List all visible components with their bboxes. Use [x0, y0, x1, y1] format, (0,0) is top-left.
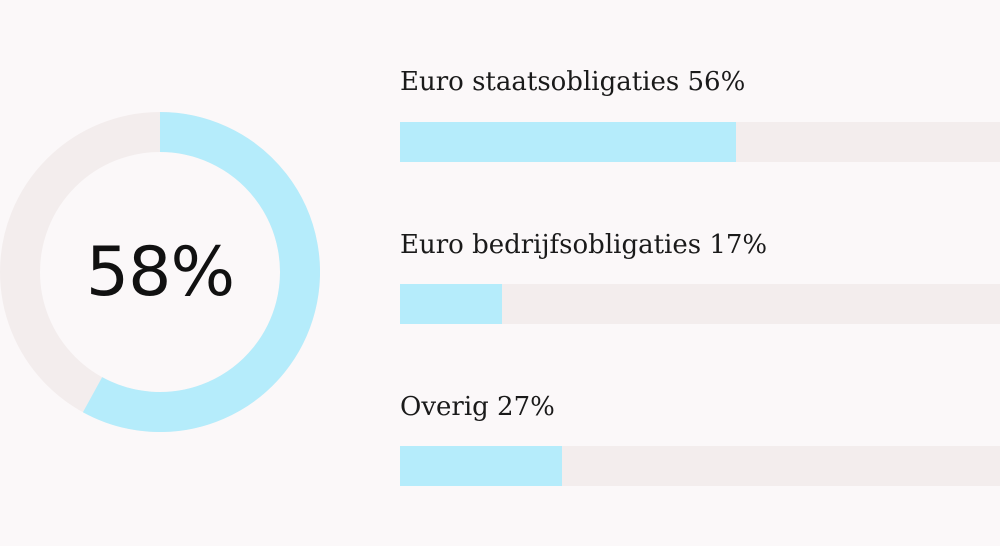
- donut-chart: [0, 112, 320, 432]
- bar-label: Overig 27%: [400, 392, 555, 422]
- bar-row-euro-staatsobligaties: Euro staatsobligaties 56%: [400, 66, 1000, 162]
- donut-value-arc: [82, 112, 320, 432]
- bar-track: [400, 122, 1000, 162]
- bar-label: Euro bedrijfsobligaties 17%: [400, 230, 768, 260]
- bar-track: [400, 446, 1000, 486]
- bar-label: Euro staatsobligaties 56%: [400, 67, 746, 97]
- bar-row-overig: Overig 27%: [400, 391, 1000, 486]
- bar-row-euro-bedrijfsobligaties: Euro bedrijfsobligaties 17%: [400, 229, 1000, 324]
- bar-track: [400, 284, 1000, 324]
- bar-fill: [400, 284, 502, 324]
- donut-center-value: 58%: [85, 232, 235, 312]
- bar-fill: [400, 122, 736, 162]
- bar-fill: [400, 446, 562, 486]
